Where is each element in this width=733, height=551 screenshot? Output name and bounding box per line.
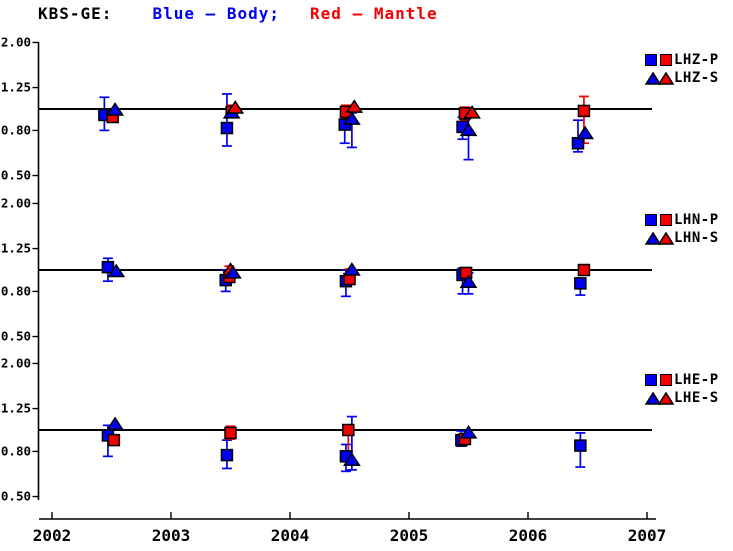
- body-legend-label: Blue – Body;: [152, 4, 281, 23]
- legend-LHE: LHE-P LHE-S: [645, 371, 719, 407]
- legend-row-LHZ-S: LHZ-S: [645, 69, 719, 87]
- mantle-s-swatch-icon: [658, 391, 674, 405]
- marker-body-p: [574, 439, 587, 452]
- y-tick-label: 0.80: [1, 283, 31, 298]
- panel-LHE: [39, 415, 652, 473]
- legend-row-LHN-S: LHN-S: [645, 229, 719, 247]
- y-axis: 2.00 1.25 0.80 0.50 2.00 1.25 0.80 0.50 2.00 1.25…: [1, 34, 40, 504]
- y-tick-label: 1.25: [1, 401, 31, 416]
- x-tick-label: 2006: [509, 526, 548, 545]
- marker-body-s: [342, 111, 361, 125]
- error-bar-body-p: [221, 93, 232, 147]
- body-s-swatch-icon: [645, 231, 661, 245]
- marker-mantle-p: [224, 426, 237, 440]
- y-tick-label: 2.00: [1, 355, 31, 370]
- panel-LHZ: [39, 93, 652, 161]
- marker-body-s: [107, 263, 126, 278]
- marker-mantle-s: [463, 105, 481, 119]
- marker-mantle-p: [107, 433, 121, 447]
- mantle-p-swatch-icon: [660, 54, 672, 66]
- y-tick-label: 0.50: [1, 168, 31, 183]
- y-tick-label: 1.25: [1, 241, 31, 256]
- marker-mantle-p: [342, 423, 355, 437]
- y-tick-label: 0.50: [1, 489, 31, 504]
- x-tick-label: 2005: [390, 526, 429, 545]
- body-s-swatch-icon: [645, 391, 661, 405]
- y-tick-label: 0.80: [1, 122, 31, 137]
- x-tick-label: 2007: [628, 526, 667, 545]
- marker-body-s: [106, 102, 124, 116]
- mantle-s-swatch-icon: [658, 231, 674, 245]
- legend-label: LHN-P: [674, 212, 719, 228]
- marker-body-p: [220, 448, 234, 462]
- marker-body-s: [106, 416, 124, 431]
- marker-mantle-p: [577, 104, 591, 118]
- legend-row-LHN-P: LHN-P: [645, 211, 719, 229]
- x-tick-label: 2003: [152, 526, 191, 545]
- y-tick-label: 0.80: [1, 443, 31, 458]
- legend-label: LHE-S: [674, 390, 719, 406]
- marker-body-s: [342, 452, 361, 466]
- chart-title: KBS-GE: Blue – Body; Red – Mantle: [38, 4, 438, 23]
- legend-label: LHE-P: [674, 372, 719, 388]
- mantle-p-swatch-icon: [660, 214, 672, 226]
- marker-body-p: [220, 121, 234, 135]
- y-tick-label: 2.00: [1, 34, 31, 49]
- legend-row-LHE-S: LHE-S: [645, 389, 719, 407]
- marker-body-s: [223, 265, 242, 279]
- body-s-swatch-icon: [645, 71, 661, 85]
- marker-body-s: [459, 425, 478, 439]
- mantle-legend-label: Red – Mantle: [310, 4, 438, 23]
- legend-label: LHN-S: [674, 230, 719, 246]
- body-p-swatch-icon: [645, 54, 657, 66]
- marker-body-p: [574, 277, 587, 290]
- x-tick-label: 2004: [271, 526, 310, 545]
- y-tick-label: 0.50: [1, 329, 31, 344]
- panel-LHN: [39, 257, 652, 298]
- legend-label: LHZ-S: [674, 70, 719, 86]
- marker-mantle-p: [577, 263, 591, 277]
- marker-body-s: [459, 122, 478, 137]
- legend-row-LHE-P: LHE-P: [645, 371, 719, 389]
- y-tick-label: 2.00: [1, 195, 31, 210]
- y-tick-label: 1.25: [1, 80, 31, 95]
- body-p-swatch-icon: [645, 374, 657, 386]
- marker-body-s: [459, 274, 478, 289]
- mantle-s-swatch-icon: [658, 71, 674, 85]
- marker-body-p: [571, 136, 585, 150]
- x-axis: 2002 2003 2004 2005 2006 2007: [33, 512, 667, 545]
- marker-body-p: [101, 260, 115, 274]
- x-tick-label: 2002: [33, 526, 72, 545]
- legend-LHZ: LHZ-P LHZ-S: [645, 51, 719, 87]
- mantle-p-swatch-icon: [660, 374, 672, 386]
- legend-row-LHZ-P: LHZ-P: [645, 51, 719, 69]
- marker-mantle-s: [345, 99, 364, 113]
- marker-body-s: [342, 262, 361, 276]
- legend-label: LHZ-P: [674, 52, 719, 68]
- legend-LHN: LHN-P LHN-S: [645, 211, 719, 247]
- station-label: KBS-GE:: [38, 4, 113, 23]
- body-p-swatch-icon: [645, 214, 657, 226]
- marker-body-s: [576, 125, 595, 140]
- marker-mantle-s: [226, 100, 245, 114]
